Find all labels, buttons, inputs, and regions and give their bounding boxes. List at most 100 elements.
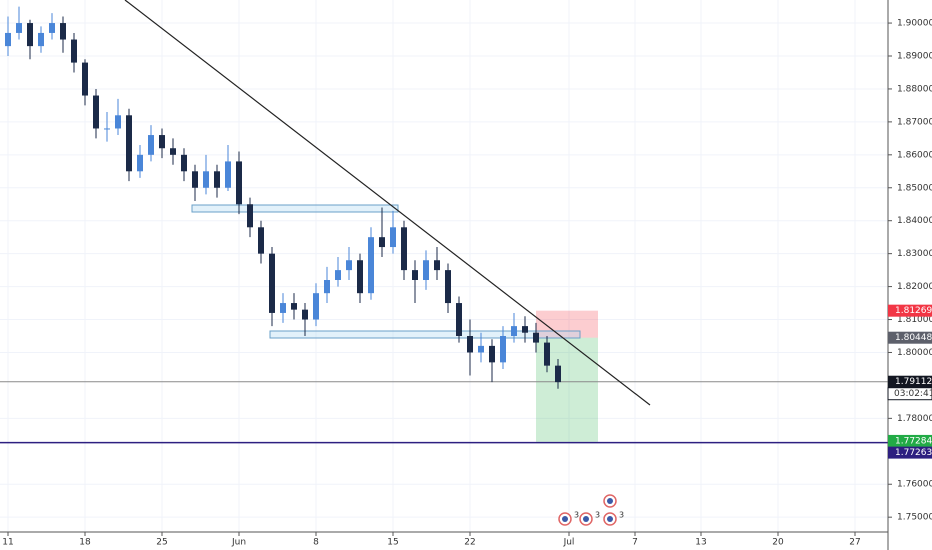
candle-body <box>159 135 165 149</box>
candle-body <box>346 260 352 271</box>
x-tick-label: Jun <box>231 538 246 548</box>
candle-body <box>313 293 319 320</box>
y-tick-label: 1.820000 <box>897 282 932 292</box>
price-label: 1.772843 <box>895 436 932 446</box>
candle-body <box>82 62 88 96</box>
x-tick-label: 15 <box>387 538 398 548</box>
zones <box>0 310 888 444</box>
candle-body <box>49 23 55 33</box>
candle-body <box>280 303 286 313</box>
candle-body <box>555 365 561 383</box>
candle-body <box>16 23 22 33</box>
trend-line <box>124 0 651 406</box>
y-tick-label: 1.800000 <box>897 348 932 358</box>
countdown: 03:02:41 <box>894 389 932 399</box>
event-icon-inner <box>583 516 589 522</box>
candle-body <box>71 39 77 63</box>
y-tick-label: 1.760000 <box>897 480 932 490</box>
event-count: 3 <box>619 511 624 520</box>
candle-body <box>269 253 275 313</box>
candle-body <box>27 23 33 47</box>
candle-body <box>489 345 495 363</box>
x-tick-label: 22 <box>464 538 475 548</box>
candle-body <box>258 227 264 254</box>
range-box <box>191 204 399 213</box>
event-icon-inner <box>607 498 613 504</box>
candle-body <box>445 270 451 304</box>
price-label: 1.804482 <box>895 333 932 343</box>
candle-body <box>247 204 253 228</box>
countdown-box <box>887 387 932 401</box>
price-label: 1.772638 <box>895 448 932 458</box>
price-label: 1.812690 <box>895 306 932 316</box>
candles <box>5 6 561 389</box>
candle-body <box>181 154 187 172</box>
candle-body <box>324 280 330 294</box>
candle-body <box>390 227 396 248</box>
y-tick-label: 1.890000 <box>897 52 932 62</box>
candle-body <box>533 332 539 343</box>
x-tick-label: 11 <box>2 538 13 548</box>
candle-body <box>357 260 363 294</box>
y-tick-label: 1.750000 <box>897 513 932 523</box>
candle-body <box>203 171 209 188</box>
price-label-box <box>888 331 932 344</box>
candle-body <box>236 161 242 205</box>
candle-body <box>478 345 484 353</box>
candle-body <box>511 326 517 336</box>
x-tick-label: 7 <box>632 538 638 548</box>
candle-body <box>192 171 198 188</box>
candle-body <box>170 148 176 155</box>
candle-body <box>291 303 297 310</box>
y-tick-label: 1.870000 <box>897 117 932 127</box>
candle-body <box>38 32 44 47</box>
y-tick-label: 1.830000 <box>897 249 932 259</box>
y-tick-label: 1.780000 <box>897 414 932 424</box>
candle-body <box>500 336 506 363</box>
y-tick-label: 1.900000 <box>897 19 932 29</box>
candle-body <box>60 23 66 40</box>
candle-body <box>214 171 220 188</box>
event-count: 3 <box>595 511 600 520</box>
x-tick-label: 13 <box>695 538 706 548</box>
candle-body <box>368 237 374 294</box>
y-tick-label: 1.860000 <box>897 150 932 160</box>
candle-body <box>423 260 429 280</box>
candle-body <box>115 115 121 129</box>
price-label-box <box>888 434 932 447</box>
y-tick-label: 1.810000 <box>897 315 932 325</box>
x-tick-label: 18 <box>79 538 91 548</box>
y-tick-label: 1.850000 <box>897 183 932 193</box>
event-icon-inner <box>607 516 613 522</box>
range-box <box>269 330 581 339</box>
x-tick-label: 27 <box>849 538 860 548</box>
candle-body <box>434 260 440 271</box>
candle-body <box>544 342 550 366</box>
candle-body <box>225 161 231 188</box>
y-tick-label: 1.840000 <box>897 216 932 226</box>
x-tick-label: 8 <box>313 538 319 548</box>
price-label-box <box>888 446 932 459</box>
candle-body <box>335 270 341 280</box>
candle-body <box>522 326 528 333</box>
stop-zone <box>536 310 598 338</box>
price-label-box <box>888 375 932 388</box>
candle-body <box>5 32 11 47</box>
candle-body <box>302 309 308 320</box>
price-label-box <box>888 304 932 317</box>
candle-body <box>379 237 385 248</box>
candle-body <box>412 270 418 280</box>
event-count: 3 <box>574 511 579 520</box>
labels: 1.750000 1.760000 1.780000 1.800000 1.810000… <box>2 19 932 548</box>
x-tick-label: 20 <box>772 538 784 548</box>
x-tick-label: 25 <box>156 538 167 548</box>
y-tick-label: 1.880000 <box>897 84 932 94</box>
candle-body <box>148 135 154 155</box>
candle-body <box>137 154 143 172</box>
candle-body <box>126 115 132 172</box>
candle-body <box>456 303 462 336</box>
candle-body <box>467 336 473 353</box>
